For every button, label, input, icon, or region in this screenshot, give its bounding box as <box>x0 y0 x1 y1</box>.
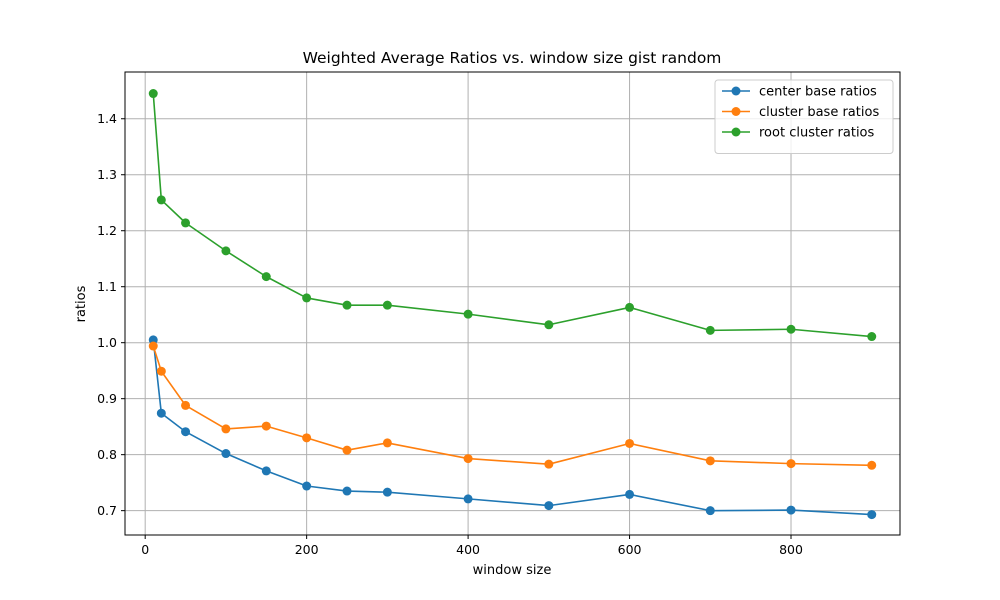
data-point <box>221 449 231 459</box>
legend-box <box>714 79 894 154</box>
x-tick-label: 800 <box>779 542 803 557</box>
x-tick-label: 600 <box>618 542 642 557</box>
data-point <box>463 454 473 464</box>
legend-entry: center base ratios <box>722 85 877 100</box>
data-point <box>705 456 715 466</box>
x-axis-label: window size <box>473 563 552 578</box>
legend-label: cluster base ratios <box>759 105 879 120</box>
data-point <box>302 293 312 303</box>
data-point <box>302 433 312 443</box>
y-tick-label: 0.9 <box>97 391 117 406</box>
legend-entry: root cluster ratios <box>722 126 875 141</box>
y-tick-label: 1.2 <box>97 223 117 238</box>
data-point <box>544 320 554 330</box>
data-point <box>544 459 554 469</box>
legend-label: root cluster ratios <box>759 126 875 141</box>
data-point <box>382 438 392 448</box>
grid <box>125 72 900 535</box>
data-point <box>342 445 352 455</box>
data-point <box>342 300 352 310</box>
data-point <box>463 494 473 504</box>
data-point <box>221 246 231 256</box>
data-point <box>221 424 231 434</box>
legend-marker <box>731 107 741 116</box>
data-point <box>705 506 715 516</box>
chart-title: Weighted Average Ratios vs. window size … <box>303 49 722 67</box>
data-point <box>786 324 796 334</box>
data-point <box>786 505 796 515</box>
legend-marker <box>731 127 741 137</box>
data-point <box>261 421 271 431</box>
data-point <box>463 309 473 319</box>
data-point <box>382 300 392 310</box>
data-point <box>156 366 166 376</box>
data-point <box>156 195 166 205</box>
series-line <box>152 339 872 516</box>
y-tick-label: 0.8 <box>97 447 117 462</box>
series-2 <box>148 89 877 342</box>
data-point <box>261 272 271 282</box>
legend-marker <box>731 86 741 96</box>
data-point <box>867 332 877 342</box>
series-1 <box>148 341 877 470</box>
data-point <box>181 427 191 437</box>
data-point <box>867 460 877 470</box>
data-point <box>156 408 166 418</box>
data-point <box>148 89 158 99</box>
data-point <box>625 438 635 448</box>
data-point <box>786 459 796 469</box>
y-tick-label: 1.0 <box>97 335 117 350</box>
data-point <box>625 302 635 312</box>
data-point <box>261 466 271 476</box>
y-tick-label: 1.3 <box>97 167 117 182</box>
data-point <box>181 218 191 228</box>
series-line <box>152 345 872 467</box>
data-point <box>302 481 312 491</box>
ticks: 0 200 400 600 800 0.7 0.8 0.9 1.0 1.1 1.2 1.3 1.4 <box>97 111 803 557</box>
legend-label: center base ratios <box>759 85 877 100</box>
legend: center base ratios cluster base ratios roo… <box>714 79 894 154</box>
data-point <box>382 487 392 497</box>
x-tick-label: 200 <box>295 542 319 557</box>
series-0 <box>148 335 877 520</box>
data-point <box>148 335 158 345</box>
legend-entry: cluster base ratios <box>722 105 879 120</box>
x-tick-label: 0 <box>141 542 149 557</box>
series-layer <box>148 89 877 520</box>
data-point <box>705 325 715 335</box>
plot-frame <box>124 71 901 536</box>
y-axis-label: ratios <box>74 285 89 322</box>
data-point <box>625 489 635 499</box>
data-point <box>867 510 877 520</box>
data-point <box>544 501 554 511</box>
data-point <box>181 400 191 410</box>
y-tick-label: 1.4 <box>97 111 117 126</box>
data-point <box>148 341 158 351</box>
y-tick-label: 0.7 <box>97 503 117 518</box>
series-line <box>152 93 872 338</box>
x-tick-label: 400 <box>456 542 480 557</box>
y-tick-label: 1.1 <box>97 279 117 294</box>
data-point <box>342 486 352 496</box>
